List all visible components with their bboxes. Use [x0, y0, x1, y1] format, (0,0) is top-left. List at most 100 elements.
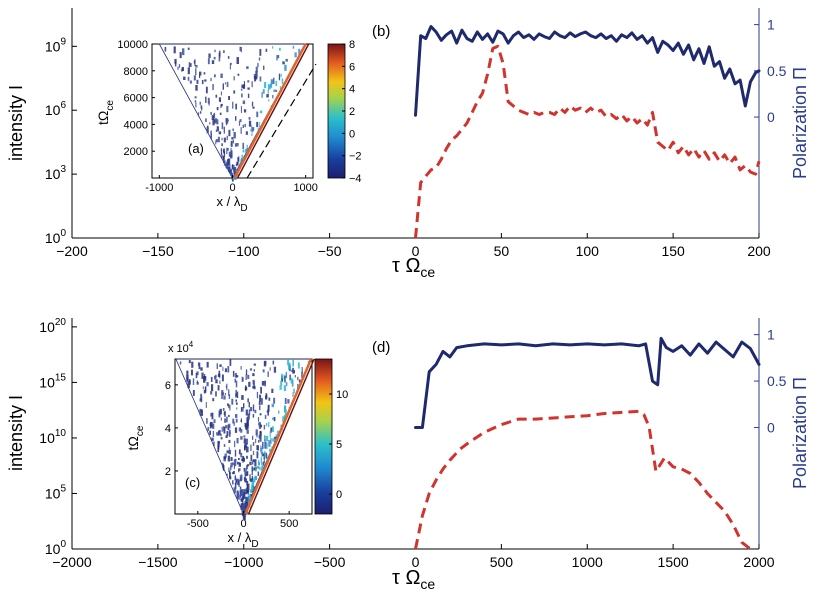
speckle	[228, 467, 230, 473]
speckle	[252, 127, 255, 131]
speckle	[280, 73, 282, 78]
inset-y-tick-label: 6	[165, 380, 171, 392]
speckle	[254, 459, 257, 467]
speckle	[238, 427, 240, 432]
right-y-tick-label: 1	[767, 17, 775, 33]
speckle	[213, 441, 215, 447]
x-tick-label: 500	[490, 554, 514, 570]
speckle	[287, 399, 290, 404]
speckle	[217, 373, 221, 377]
speckle	[224, 82, 226, 85]
speckle	[191, 361, 194, 368]
speckle	[201, 80, 204, 85]
speckle	[262, 453, 265, 457]
speckle	[252, 435, 254, 440]
speckle	[229, 404, 231, 411]
speckle	[259, 49, 262, 56]
speckle	[236, 57, 239, 64]
speckle	[223, 159, 225, 163]
speckle	[187, 47, 190, 50]
speckle	[272, 417, 275, 420]
colorbar	[314, 358, 333, 515]
speckle	[251, 81, 253, 88]
y-axis-label: intensity I	[6, 85, 26, 161]
speckle	[257, 445, 259, 451]
speckle	[262, 369, 265, 373]
speckle	[248, 120, 252, 127]
speckle	[209, 430, 211, 435]
speckle	[179, 361, 182, 365]
inset-y-label-sub: ce	[135, 425, 146, 436]
speckle	[240, 106, 242, 113]
inset-y-multiplier-base: x 10	[168, 343, 189, 355]
speckle	[203, 389, 206, 394]
speckle	[183, 76, 186, 80]
speckle	[173, 46, 176, 54]
speckle	[235, 116, 237, 121]
speckle	[235, 389, 237, 397]
speckle	[206, 418, 208, 424]
x-tick-label: 1000	[572, 554, 603, 570]
y-tick-label: 103	[45, 164, 67, 182]
speckle	[215, 139, 219, 143]
speckle	[273, 77, 275, 84]
speckle	[222, 465, 225, 471]
speckle	[240, 498, 243, 502]
speckle	[229, 472, 231, 479]
right-y-axis-label: Polarization Π	[790, 67, 810, 179]
speckle	[239, 494, 241, 500]
speckle	[232, 101, 234, 109]
speckle	[242, 456, 245, 462]
speckle	[206, 361, 209, 368]
speckle	[226, 473, 228, 476]
speckle	[285, 382, 288, 386]
speckle	[237, 73, 240, 76]
speckle	[258, 122, 260, 128]
speckle	[218, 56, 221, 62]
speckle	[264, 452, 267, 455]
inset-panel-label: (a)	[188, 141, 204, 156]
speckle	[223, 444, 226, 447]
speckle	[193, 75, 196, 81]
speckle	[259, 76, 262, 82]
speckle	[228, 129, 231, 137]
speckle	[244, 443, 247, 448]
speckle	[247, 374, 250, 379]
speckle	[267, 371, 269, 377]
speckle	[237, 478, 240, 485]
speckle	[280, 380, 283, 387]
speckle	[223, 126, 225, 134]
speckle	[226, 431, 229, 436]
speckle	[245, 474, 246, 477]
speckle	[235, 103, 237, 110]
y-tick-label: 1010	[39, 428, 66, 446]
speckle	[273, 397, 276, 404]
x-tick-label: 1500	[658, 554, 689, 570]
speckle	[195, 65, 198, 68]
inset-x-tick-label: 0	[240, 518, 246, 530]
speckle	[234, 143, 237, 147]
speckle	[235, 380, 238, 388]
speckle	[224, 368, 227, 373]
speckle	[240, 474, 243, 481]
speckle	[234, 169, 237, 176]
speckle	[250, 494, 252, 497]
speckle	[262, 89, 265, 94]
speckle	[258, 422, 261, 429]
speckle	[298, 379, 301, 383]
inset-y-tick-label: 8000	[124, 66, 148, 78]
speckle	[240, 127, 242, 134]
speckle	[263, 424, 266, 430]
colorbar-tick-label: 0	[336, 489, 342, 501]
speckle	[251, 125, 253, 129]
speckle	[251, 471, 253, 476]
speckle	[243, 435, 246, 438]
speckle	[259, 413, 262, 416]
right-y-tick-label: 0.5	[767, 373, 787, 389]
speckle	[210, 391, 213, 395]
speckle	[219, 408, 222, 415]
speckle	[245, 385, 247, 392]
speckle	[220, 148, 223, 155]
speckle	[220, 437, 223, 440]
speckle	[263, 82, 267, 89]
